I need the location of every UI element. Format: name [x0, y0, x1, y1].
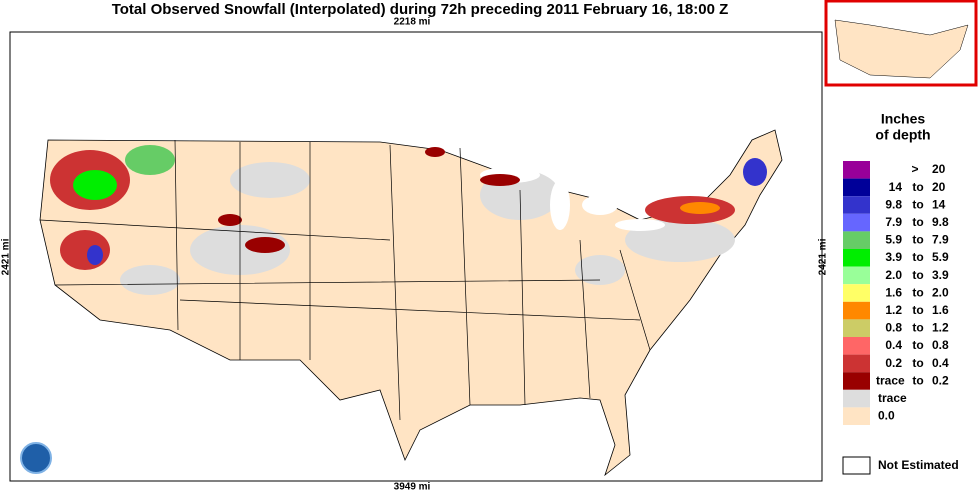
legend-label: to	[912, 303, 923, 317]
legend-label: to	[912, 215, 923, 229]
legend-label: to	[912, 356, 923, 370]
title: Total Observed Snowfall (Interpolated) d…	[112, 1, 729, 18]
legend-label: 14	[889, 180, 903, 194]
legend-label: 5.9	[885, 233, 902, 247]
legend-title: of depth	[875, 127, 930, 143]
legend-label: to	[912, 268, 923, 282]
legend-label: 1.2	[885, 303, 902, 317]
legend-label: 0.2	[885, 356, 902, 370]
legend-label: 0.4	[932, 356, 949, 370]
legend-label: to	[912, 321, 923, 335]
top-scale: 2218 mi	[394, 17, 431, 28]
legend-swatch	[843, 161, 870, 179]
legend-label: >	[911, 162, 918, 176]
legend-label: 7.9	[885, 215, 902, 229]
legend-swatch	[843, 249, 870, 267]
legend-label: 0.0	[878, 409, 895, 423]
legend-swatch	[843, 284, 870, 302]
legend-label: 20	[932, 162, 946, 176]
legend-label: 0.8	[932, 338, 949, 352]
legend-label: 9.8	[885, 197, 902, 211]
legend-label: to	[912, 338, 923, 352]
not-estimated-swatch	[842, 456, 871, 475]
legend-swatch	[843, 337, 870, 355]
legend-label: 14	[932, 197, 946, 211]
state-borders	[39, 139, 651, 421]
snow-areas	[50, 145, 767, 270]
legend-label: 2.0	[932, 285, 949, 299]
legend-label: to	[912, 373, 923, 387]
legend-label: 0.2	[932, 373, 949, 387]
legend-label: 3.9	[932, 268, 949, 282]
legend-swatch	[843, 266, 870, 285]
legend-swatch	[843, 319, 870, 337]
legend-label: trace	[878, 391, 907, 405]
legend-swatch	[843, 213, 870, 232]
legend-label: to	[912, 250, 923, 264]
legend-label: 7.9	[932, 233, 949, 247]
legend-label: 1.2	[932, 321, 949, 335]
legend-label: 20	[932, 180, 946, 194]
not-estimated-label: Not Estimated	[878, 458, 959, 472]
legend-label: to	[912, 197, 923, 211]
legend-swatch	[843, 407, 870, 425]
legend-label: 1.6	[885, 285, 902, 299]
legend-label: 0.8	[885, 321, 902, 335]
legend-label: 3.9	[885, 250, 902, 264]
lakes	[480, 167, 665, 231]
legend-label: trace	[876, 373, 905, 387]
legend-label: 0.4	[885, 338, 902, 352]
legend-title: Inches	[881, 111, 926, 127]
legend-label: to	[912, 233, 923, 247]
map	[20, 129, 783, 477]
legend-label: to	[912, 285, 923, 299]
legend: Inches of depth Not Estimated >20 14 to 20 9…	[842, 111, 959, 475]
left-scale: 2421 mi	[1, 238, 12, 275]
legend-label: 1.6	[932, 303, 949, 317]
legend-label: 5.9	[932, 250, 949, 264]
noaa-logo	[20, 442, 52, 474]
legend-swatch	[843, 231, 870, 249]
legend-swatch	[843, 372, 870, 390]
legend-label: 9.8	[932, 215, 949, 229]
legend-swatch	[843, 196, 870, 214]
legend-swatch	[843, 301, 870, 320]
legend-swatch	[843, 178, 870, 197]
legend-swatch	[843, 389, 870, 408]
legend-swatch	[843, 354, 870, 373]
right-scale: 2421 mi	[818, 238, 829, 275]
bottom-scale: 3949 mi	[394, 482, 431, 493]
legend-label: to	[912, 180, 923, 194]
inset-map	[824, 0, 978, 87]
legend-label: 2.0	[885, 268, 902, 282]
